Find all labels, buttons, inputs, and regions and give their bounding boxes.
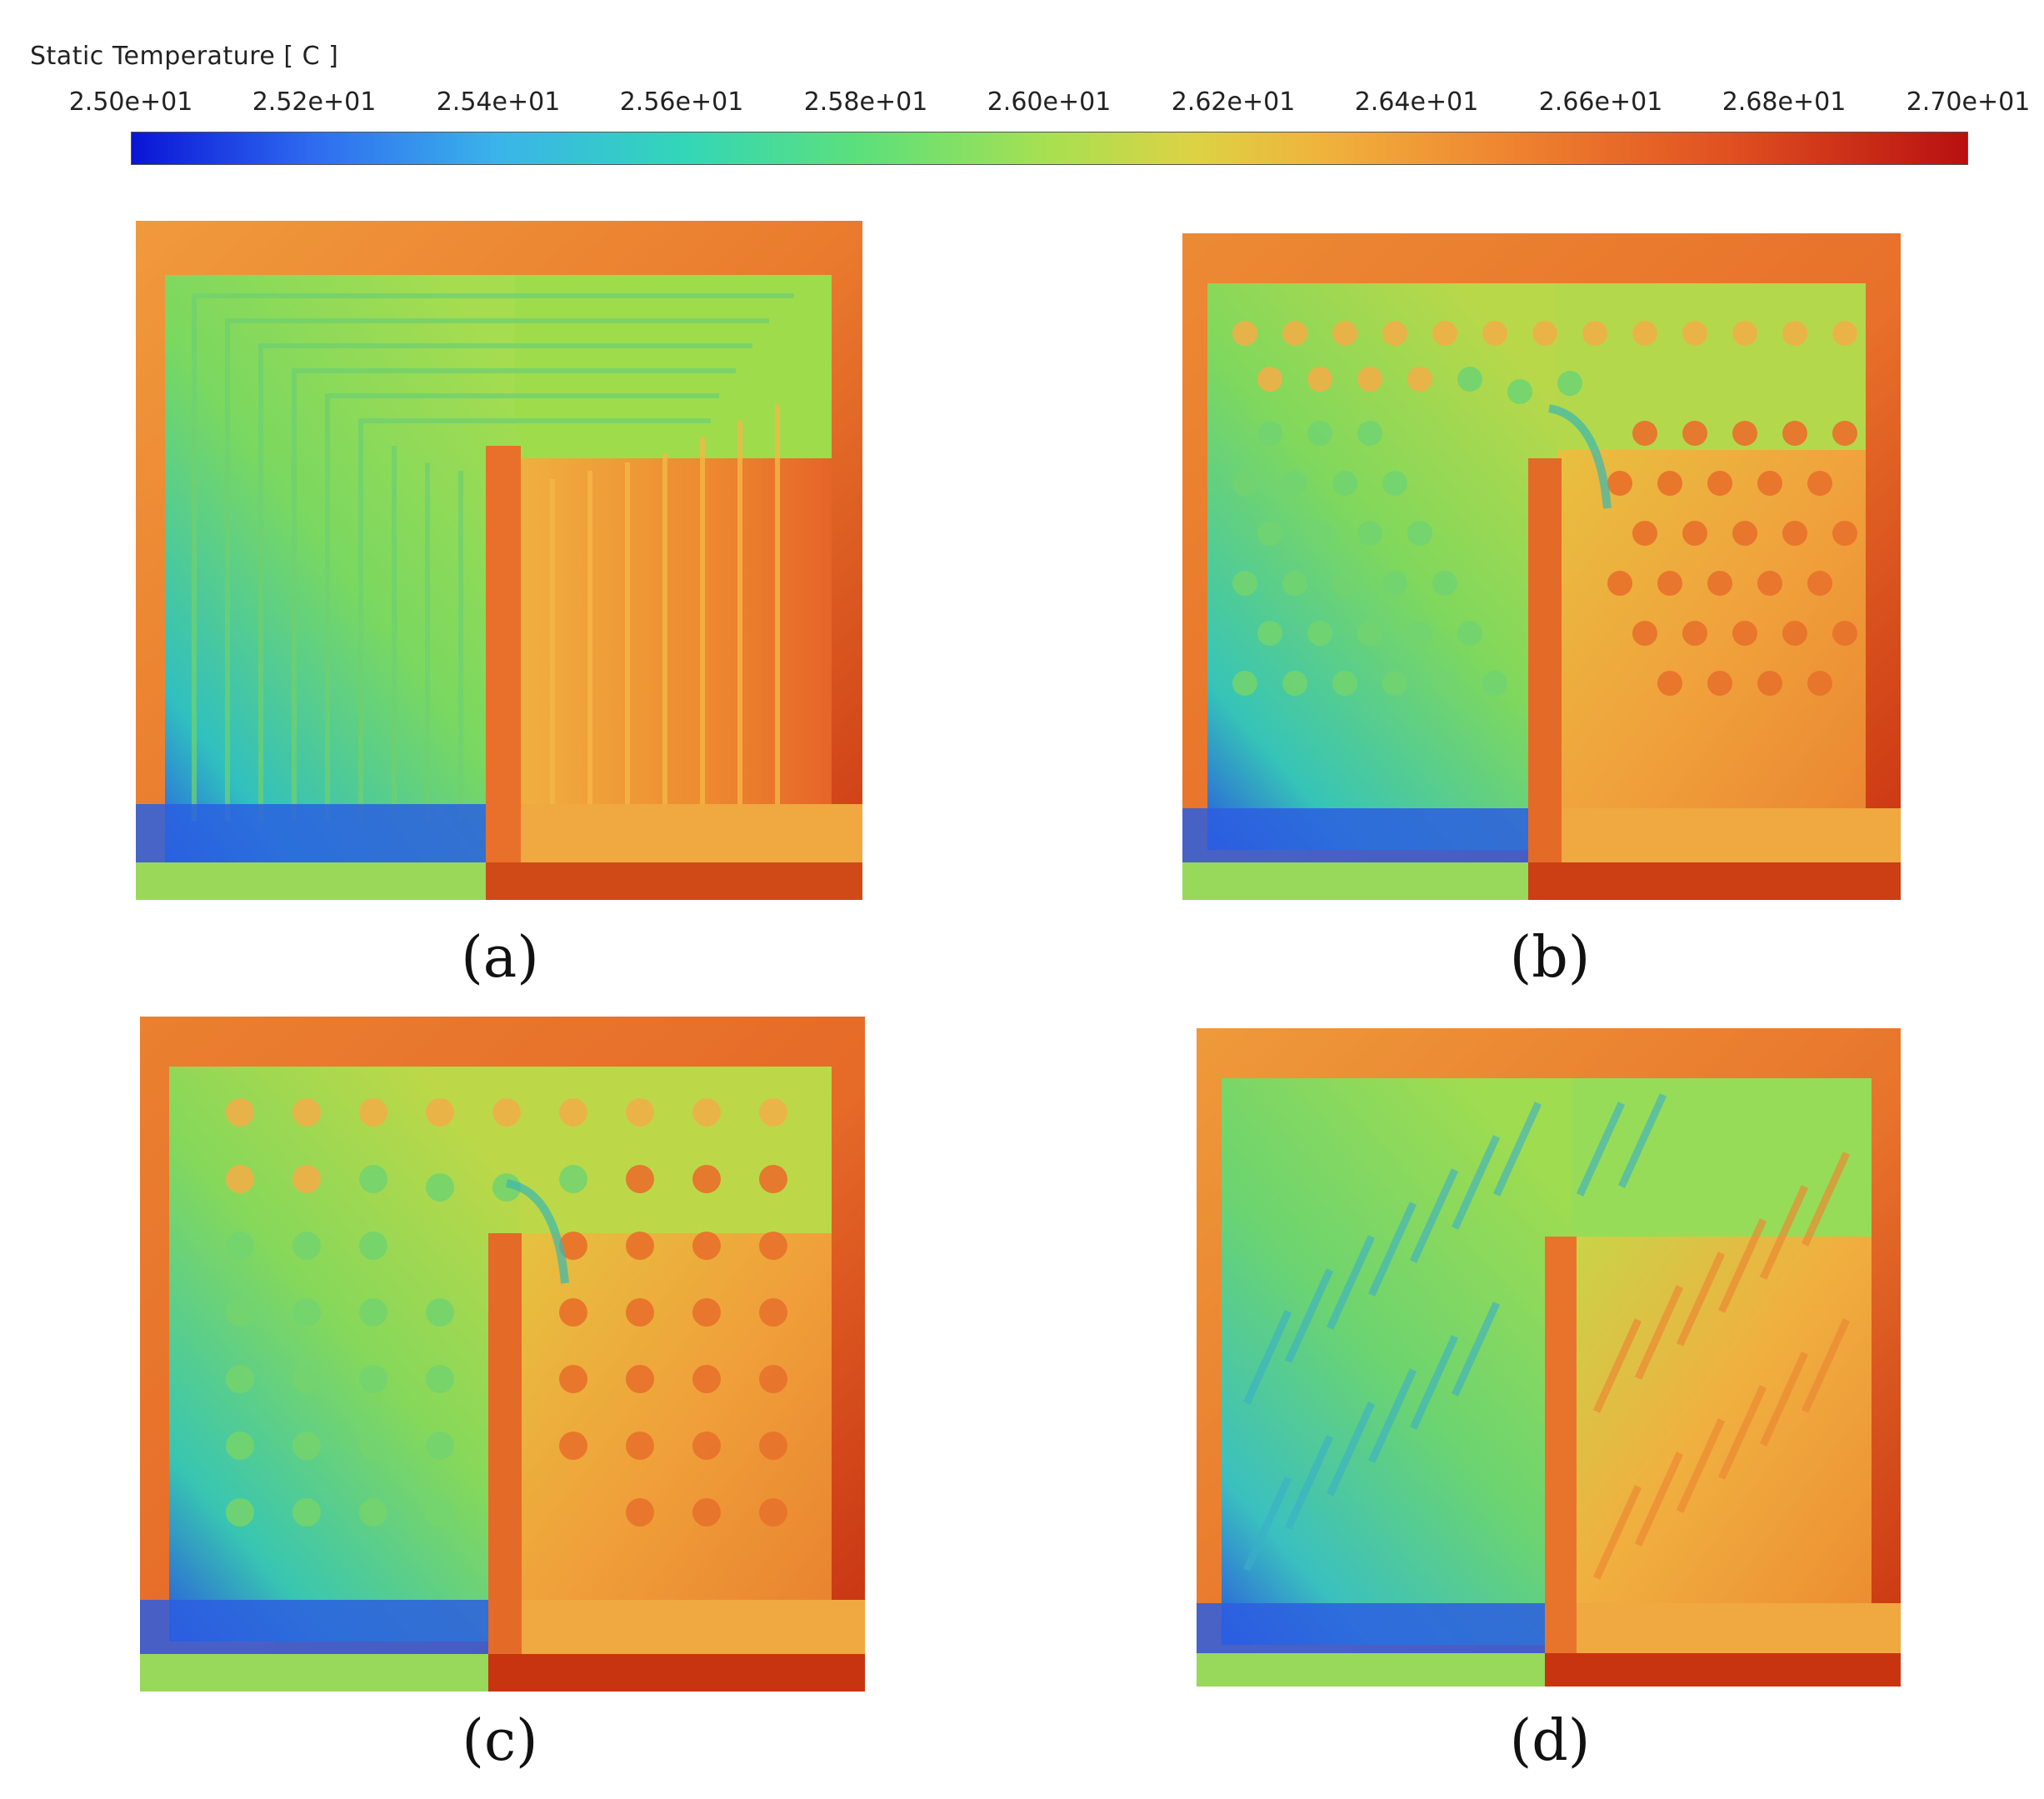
colorbar-tick: 2.64e+01	[1354, 87, 1479, 117]
temperature-contour-b	[1182, 233, 1901, 900]
panel-caption-a: (a)	[461, 925, 539, 991]
contour-panel-b	[1182, 233, 1901, 900]
colorbar-tick: 2.56e+01	[619, 87, 744, 117]
colorbar-tick: 2.62e+01	[1171, 87, 1296, 117]
panel-caption-b: (b)	[1509, 925, 1591, 991]
temperature-contour-c	[140, 1017, 865, 1692]
colorbar-tick: 2.66e+01	[1538, 87, 1663, 117]
colorbar-tick: 2.58e+01	[803, 87, 928, 117]
colorbar-tick: 2.54e+01	[436, 87, 561, 117]
colorbar-tick: 2.60e+01	[987, 87, 1112, 117]
colorbar-tick: 2.70e+01	[1906, 87, 2031, 117]
colorbar-ticks: 2.50e+01 2.52e+01 2.54e+01 2.56e+01 2.58…	[0, 87, 2044, 121]
contour-panel-d	[1197, 1028, 1901, 1687]
contour-panel-a	[136, 221, 862, 900]
panel-caption-c: (c)	[462, 1708, 538, 1774]
colorbar-tick: 2.50e+01	[68, 87, 193, 117]
contour-panel-c	[140, 1017, 865, 1692]
legend-title: Static Temperature [ C ]	[30, 42, 339, 71]
colorbar-tick: 2.52e+01	[252, 87, 377, 117]
colorbar-tick: 2.68e+01	[1722, 87, 1847, 117]
colorbar-gradient	[131, 132, 1968, 165]
temperature-contour-d	[1197, 1028, 1901, 1687]
temperature-contour-a	[136, 221, 862, 900]
panel-caption-d: (d)	[1509, 1708, 1591, 1774]
